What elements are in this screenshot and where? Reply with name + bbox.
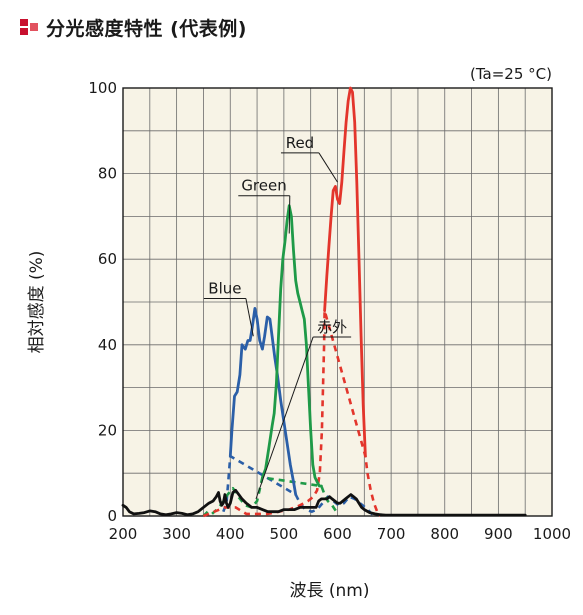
series-label-赤外: 赤外: [317, 318, 347, 336]
page-header: 分光感度特性 (代表例): [20, 12, 247, 42]
x-tick-label: 200: [109, 525, 138, 543]
condition-label: (Ta=25 °C): [470, 65, 552, 83]
series-label-Green: Green: [241, 177, 286, 195]
x-axis-label: 波長 (nm): [289, 581, 369, 601]
series-line-Green: [261, 204, 323, 488]
series-line-Blue: [228, 307, 298, 496]
x-tick-label: 300: [162, 525, 191, 543]
y-tick-label: 100: [88, 79, 117, 97]
label-leader-line: [318, 152, 338, 183]
y-tick-label: 60: [98, 250, 117, 268]
x-tick-label: 500: [270, 525, 299, 543]
label-leader-line: [245, 298, 254, 337]
series-label-Red: Red: [286, 134, 315, 152]
plot-frame: [122, 87, 553, 517]
x-tick-label: 700: [377, 525, 406, 543]
series-line-赤外: [121, 488, 527, 517]
x-tick-label: 1000: [533, 525, 571, 543]
series-dashed-Red: [202, 309, 382, 518]
y-tick-label: 80: [98, 165, 117, 183]
label-leader-line: [288, 195, 291, 234]
label-leader-line: [255, 336, 314, 500]
x-tick-label: 400: [216, 525, 245, 543]
y-axis-label: 相対感度 (%): [27, 251, 47, 354]
y-tick-label: 20: [98, 421, 117, 439]
x-tick-label: 600: [323, 525, 352, 543]
series-label-Blue: Blue: [208, 279, 241, 297]
y-tick-label: 0: [107, 507, 117, 525]
x-tick-label: 800: [430, 525, 459, 543]
section-marker-icon: [20, 19, 38, 35]
series-line-Red: [323, 86, 367, 458]
y-tick-label: 40: [98, 336, 117, 354]
page-title: 分光感度特性 (代表例): [46, 17, 247, 40]
x-tick-label: 900: [484, 525, 513, 543]
